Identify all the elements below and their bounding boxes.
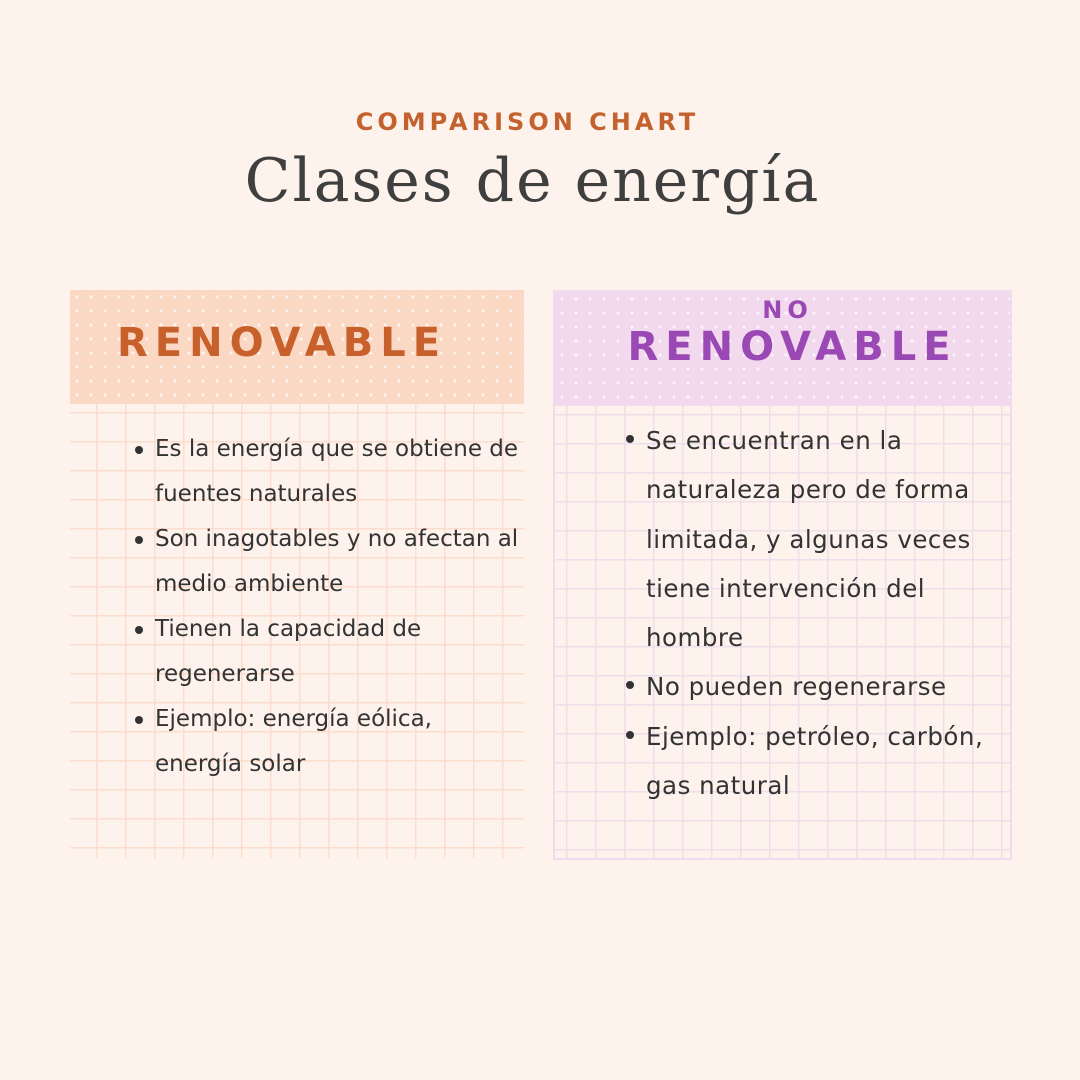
no-renovable-points-list: Se encuentran en la naturaleza pero de f… bbox=[626, 416, 991, 811]
no-renovable-card-header: NO RENOVABLE bbox=[555, 292, 1010, 406]
renovable-card-body bbox=[70, 404, 524, 858]
chart-eyebrow: COMPARISON CHART bbox=[355, 108, 700, 136]
renovable-card-header: RENOVABLE bbox=[70, 290, 524, 404]
list-item: Ejemplo: energía eólica, energía solar bbox=[135, 697, 525, 787]
no-renovable-prefix: NO bbox=[762, 296, 813, 324]
renovable-card: RENOVABLE Es la energía que se obtiene d… bbox=[70, 290, 524, 858]
page-title: Clases de energía bbox=[244, 146, 821, 216]
list-item: No pueden regenerarse bbox=[626, 662, 991, 711]
list-item: Ejemplo: petróleo, carbón, gas natural bbox=[626, 712, 991, 811]
renovable-points-list: Es la energía que se obtiene de fuentes … bbox=[135, 427, 525, 787]
renovable-heading: RENOVABLE bbox=[116, 320, 448, 366]
list-item: Se encuentran en la naturaleza pero de f… bbox=[626, 416, 991, 662]
no-renovable-card-body bbox=[555, 406, 1010, 858]
no-renovable-heading: RENOVABLE bbox=[627, 324, 958, 370]
list-item: Es la energía que se obtiene de fuentes … bbox=[135, 427, 525, 517]
no-renovable-card: NO RENOVABLE Se encuentran en la natural… bbox=[553, 290, 1012, 860]
list-item: Tienen la capacidad de regenerarse bbox=[135, 607, 525, 697]
list-item: Son inagotables y no afectan al medio am… bbox=[135, 517, 525, 607]
